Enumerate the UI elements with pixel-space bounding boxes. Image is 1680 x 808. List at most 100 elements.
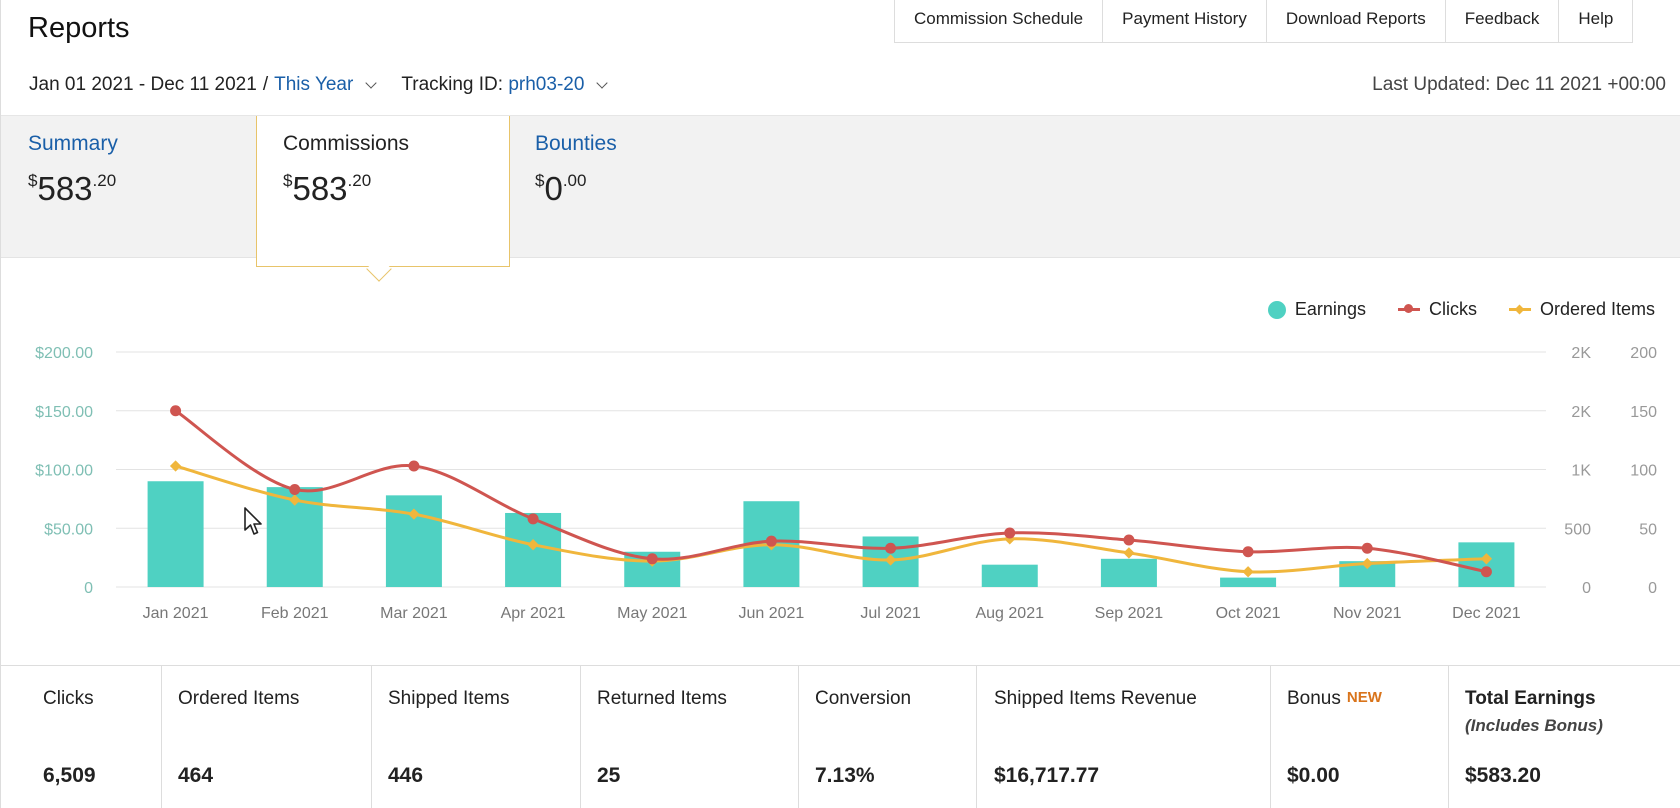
stat-clicks: Clicks 6,509 bbox=[1, 666, 162, 808]
chevron-down-icon[interactable] bbox=[596, 77, 609, 89]
tab-commissions-amount: $583.20 bbox=[283, 170, 372, 207]
tracking-id-label: Tracking ID: bbox=[401, 74, 504, 95]
y-right-items-tick-label: 100 bbox=[1630, 463, 1657, 480]
stat-label: Shipped Items bbox=[388, 688, 510, 709]
chevron-down-icon[interactable] bbox=[365, 77, 378, 89]
tracking-id-dropdown[interactable]: prh03-20 bbox=[508, 74, 585, 95]
chart-legend: Earnings Clicks Ordered Items bbox=[1236, 299, 1655, 320]
stat-label: Ordered Items bbox=[178, 688, 300, 709]
earnings-bar bbox=[1100, 558, 1157, 587]
clicks-line bbox=[174, 409, 1487, 574]
tab-summary-amount: $583.20 bbox=[28, 170, 117, 207]
stat-conversion: Conversion 7.13% bbox=[799, 666, 977, 808]
ordered-items-point bbox=[408, 508, 420, 520]
stat-value: 25 bbox=[597, 764, 621, 787]
x-tick-label: May 2021 bbox=[617, 605, 687, 622]
clicks-point bbox=[646, 553, 658, 565]
stat-value: 464 bbox=[178, 764, 214, 787]
x-tick-label: Dec 2021 bbox=[1452, 605, 1521, 622]
clicks-point bbox=[1004, 527, 1016, 539]
new-badge: NEW bbox=[1346, 689, 1382, 706]
ordered-items-point bbox=[1242, 566, 1254, 578]
x-tick-label: Jan 2021 bbox=[143, 605, 209, 622]
stat-value: 446 bbox=[388, 764, 424, 787]
y-left-tick-label: $100.00 bbox=[35, 463, 93, 480]
y-right-clicks-tick-label: 2K bbox=[1571, 404, 1591, 421]
feedback-link[interactable]: Feedback bbox=[1446, 0, 1560, 42]
y-right-items-tick-label: 150 bbox=[1630, 404, 1657, 421]
help-link[interactable]: Help bbox=[1578, 9, 1614, 28]
ordered-items-line-icon bbox=[1508, 308, 1531, 311]
stat-value: 6,509 bbox=[43, 764, 96, 787]
stat-label: Shipped Items Revenue bbox=[994, 688, 1197, 709]
stats-bar: Clicks 6,509 Ordered Items 464 Shipped I… bbox=[1, 665, 1680, 808]
legend-clicks-label: Clicks bbox=[1428, 299, 1477, 319]
mouse-cursor-icon bbox=[244, 507, 262, 535]
top-nav: Commission Schedule Payment History Down… bbox=[894, 0, 1634, 43]
ordered-items-point bbox=[1123, 547, 1135, 559]
clicks-line-icon bbox=[1397, 304, 1420, 313]
x-tick-label: Oct 2021 bbox=[1216, 605, 1281, 622]
tab-bounties-label: Bounties bbox=[535, 132, 617, 155]
clicks-point bbox=[1242, 546, 1254, 558]
y-right-items-tick-label: 200 bbox=[1630, 345, 1657, 362]
ordered-items-point bbox=[289, 494, 301, 506]
y-right-clicks-tick-label: 0 bbox=[1582, 580, 1591, 597]
payment-history-link[interactable]: Payment History bbox=[1103, 0, 1267, 42]
clicks-point bbox=[1361, 542, 1373, 554]
tab-commissions[interactable]: Commissions $583.20 bbox=[256, 116, 510, 267]
clicks-point bbox=[765, 535, 777, 547]
clicks-point bbox=[289, 483, 301, 495]
last-updated: Last Updated: Dec 11 2021 +00:00 bbox=[1372, 74, 1666, 95]
tab-summary[interactable]: Summary $583.20 bbox=[28, 116, 228, 259]
ordered-items-point bbox=[169, 460, 182, 472]
y-right-clicks-tick-label: 1K bbox=[1571, 463, 1591, 480]
stat-label: Clicks bbox=[43, 688, 94, 709]
page-title: Reports bbox=[28, 12, 130, 44]
stat-value: $583.20 bbox=[1465, 764, 1541, 787]
stat-shipped-items-revenue: Shipped Items Revenue $16,717.77 bbox=[977, 666, 1271, 808]
date-range: Jan 01 2021 - Dec 11 2021 bbox=[29, 74, 257, 95]
x-tick-label: Apr 2021 bbox=[501, 605, 566, 622]
x-tick-label: Mar 2021 bbox=[380, 605, 448, 622]
x-tick-label: Sep 2021 bbox=[1095, 605, 1164, 622]
stat-label: Bonus NEW bbox=[1287, 688, 1382, 709]
x-tick-label: Nov 2021 bbox=[1333, 605, 1402, 622]
ordered-items-point bbox=[1480, 553, 1493, 565]
earnings-bar bbox=[1220, 577, 1277, 587]
ordered-items-point bbox=[884, 554, 897, 566]
stat-total-earnings: Total Earnings (Includes Bonus) $583.20 bbox=[1449, 666, 1680, 808]
stat-value: $16,717.77 bbox=[994, 764, 1100, 787]
tab-bounties[interactable]: Bounties $0.00 bbox=[535, 116, 735, 259]
x-tick-label: Jun 2021 bbox=[738, 605, 804, 622]
legend-ordered-items[interactable]: Ordered Items bbox=[1508, 299, 1655, 320]
legend-earnings-label: Earnings bbox=[1294, 299, 1366, 319]
period-dropdown[interactable]: This Year bbox=[274, 74, 354, 95]
stat-value: $0.00 bbox=[1287, 764, 1340, 787]
clicks-point bbox=[1123, 534, 1135, 546]
stat-shipped-items: Shipped Items 446 bbox=[372, 666, 581, 808]
download-reports-link[interactable]: Download Reports bbox=[1267, 0, 1446, 42]
y-right-clicks-tick-label: 500 bbox=[1564, 521, 1591, 538]
ordered-items-point bbox=[1361, 557, 1373, 570]
tab-summary-label: Summary bbox=[28, 132, 118, 155]
clicks-point bbox=[170, 405, 182, 417]
y-left-tick-label: $150.00 bbox=[35, 404, 93, 421]
earnings-chart: $200.00 2K 200 $150.00 2K 150 $100.00 1K 100 $50.… bbox=[35, 345, 1657, 622]
commission-schedule-link[interactable]: Commission Schedule bbox=[895, 0, 1104, 42]
stat-ordered-items: Ordered Items 464 bbox=[162, 666, 372, 808]
earnings-dot-icon bbox=[1267, 300, 1286, 319]
summary-tabs: Summary $583.20 Commissions $583.20 Boun… bbox=[1, 115, 1680, 267]
y-left-tick-label: 0 bbox=[84, 580, 93, 597]
stat-returned-items: Returned Items 25 bbox=[581, 666, 799, 808]
earnings-bar bbox=[981, 564, 1038, 587]
earnings-bar bbox=[1458, 542, 1515, 587]
tab-commissions-label: Commissions bbox=[283, 132, 410, 155]
stat-label: Conversion bbox=[815, 688, 912, 709]
x-tick-label: Aug 2021 bbox=[975, 605, 1044, 622]
stat-label: Returned Items bbox=[597, 688, 727, 709]
legend-earnings[interactable]: Earnings bbox=[1267, 299, 1366, 320]
legend-ordered-items-label: Ordered Items bbox=[1539, 299, 1655, 319]
legend-clicks[interactable]: Clicks bbox=[1397, 299, 1477, 320]
